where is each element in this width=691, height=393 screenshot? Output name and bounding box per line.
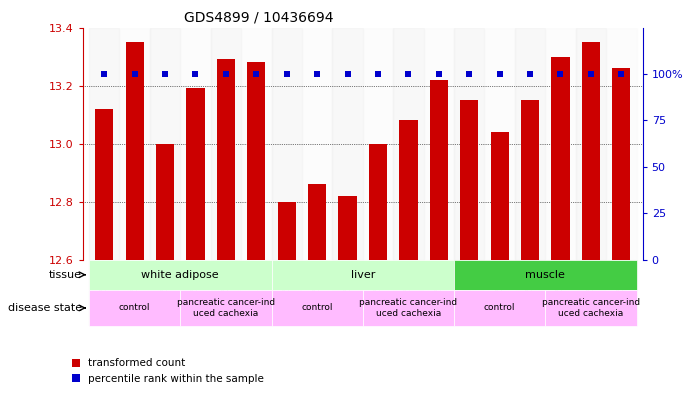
Bar <box>484 290 515 326</box>
Bar <box>89 260 272 290</box>
Bar <box>369 144 387 260</box>
Bar <box>302 290 332 326</box>
Text: muscle: muscle <box>525 270 565 280</box>
Text: pancreatic cancer-ind
uced cachexia: pancreatic cancer-ind uced cachexia <box>177 298 275 318</box>
Bar <box>302 28 332 260</box>
Text: tissue: tissue <box>49 270 82 280</box>
Bar <box>332 260 363 290</box>
Bar <box>211 28 241 260</box>
Bar <box>332 28 363 260</box>
Bar <box>460 100 478 260</box>
Text: white adipose: white adipose <box>142 270 219 280</box>
Text: control: control <box>119 303 151 312</box>
Bar <box>521 100 539 260</box>
Bar <box>430 80 448 260</box>
Bar <box>515 28 545 260</box>
Bar <box>180 290 211 326</box>
Legend: transformed count, percentile rank within the sample: transformed count, percentile rank withi… <box>68 354 268 388</box>
Bar <box>241 28 272 260</box>
Bar <box>454 290 484 326</box>
Bar <box>150 290 180 326</box>
Bar <box>424 28 454 260</box>
Bar <box>272 28 302 260</box>
Bar <box>454 28 484 260</box>
Bar <box>393 260 424 290</box>
Bar <box>272 290 302 326</box>
Bar <box>606 28 636 260</box>
Bar <box>606 260 636 290</box>
Bar <box>272 290 363 326</box>
Bar <box>399 120 417 260</box>
Bar <box>332 290 363 326</box>
Bar <box>363 28 393 260</box>
Text: liver: liver <box>350 270 375 280</box>
Bar <box>217 59 235 260</box>
Bar <box>484 28 515 260</box>
Bar <box>606 290 636 326</box>
Bar <box>424 260 454 290</box>
Bar <box>545 290 576 326</box>
Bar <box>484 260 515 290</box>
Text: disease state: disease state <box>8 303 82 313</box>
Bar <box>582 42 600 260</box>
Bar <box>576 290 606 326</box>
Bar <box>120 290 150 326</box>
Bar <box>150 260 180 290</box>
Text: GDS4899 / 10436694: GDS4899 / 10436694 <box>184 11 333 25</box>
Text: control: control <box>301 303 333 312</box>
Bar <box>156 144 174 260</box>
Bar <box>363 290 454 326</box>
Bar <box>545 260 576 290</box>
Bar <box>302 260 332 290</box>
Bar <box>89 28 120 260</box>
Bar <box>150 28 180 260</box>
Bar <box>241 260 272 290</box>
Bar <box>241 290 272 326</box>
Bar <box>126 42 144 260</box>
Bar <box>95 109 113 260</box>
Bar <box>272 260 454 290</box>
Bar <box>89 290 120 326</box>
Bar <box>551 57 569 260</box>
Text: pancreatic cancer-ind
uced cachexia: pancreatic cancer-ind uced cachexia <box>542 298 640 318</box>
Bar <box>491 132 509 260</box>
Bar <box>515 260 545 290</box>
Bar <box>180 260 211 290</box>
Bar <box>576 28 606 260</box>
Bar <box>278 202 296 260</box>
Bar <box>393 290 424 326</box>
Bar <box>211 290 241 326</box>
Bar <box>545 290 636 326</box>
Bar <box>363 290 393 326</box>
Bar <box>612 68 630 260</box>
Bar <box>180 290 272 326</box>
Bar <box>120 260 150 290</box>
Bar <box>89 260 120 290</box>
Bar <box>454 260 636 290</box>
Bar <box>89 290 180 326</box>
Bar <box>424 290 454 326</box>
Bar <box>247 62 265 260</box>
Bar <box>187 88 205 260</box>
Bar <box>545 28 576 260</box>
Bar <box>180 28 211 260</box>
Bar <box>272 260 302 290</box>
Bar <box>515 290 545 326</box>
Text: pancreatic cancer-ind
uced cachexia: pancreatic cancer-ind uced cachexia <box>359 298 457 318</box>
Bar <box>454 290 545 326</box>
Bar <box>308 184 326 260</box>
Text: control: control <box>484 303 515 312</box>
Bar <box>339 196 357 260</box>
Bar <box>363 260 393 290</box>
Bar <box>393 28 424 260</box>
Bar <box>120 28 150 260</box>
Bar <box>211 260 241 290</box>
Bar <box>454 260 484 290</box>
Bar <box>576 260 606 290</box>
